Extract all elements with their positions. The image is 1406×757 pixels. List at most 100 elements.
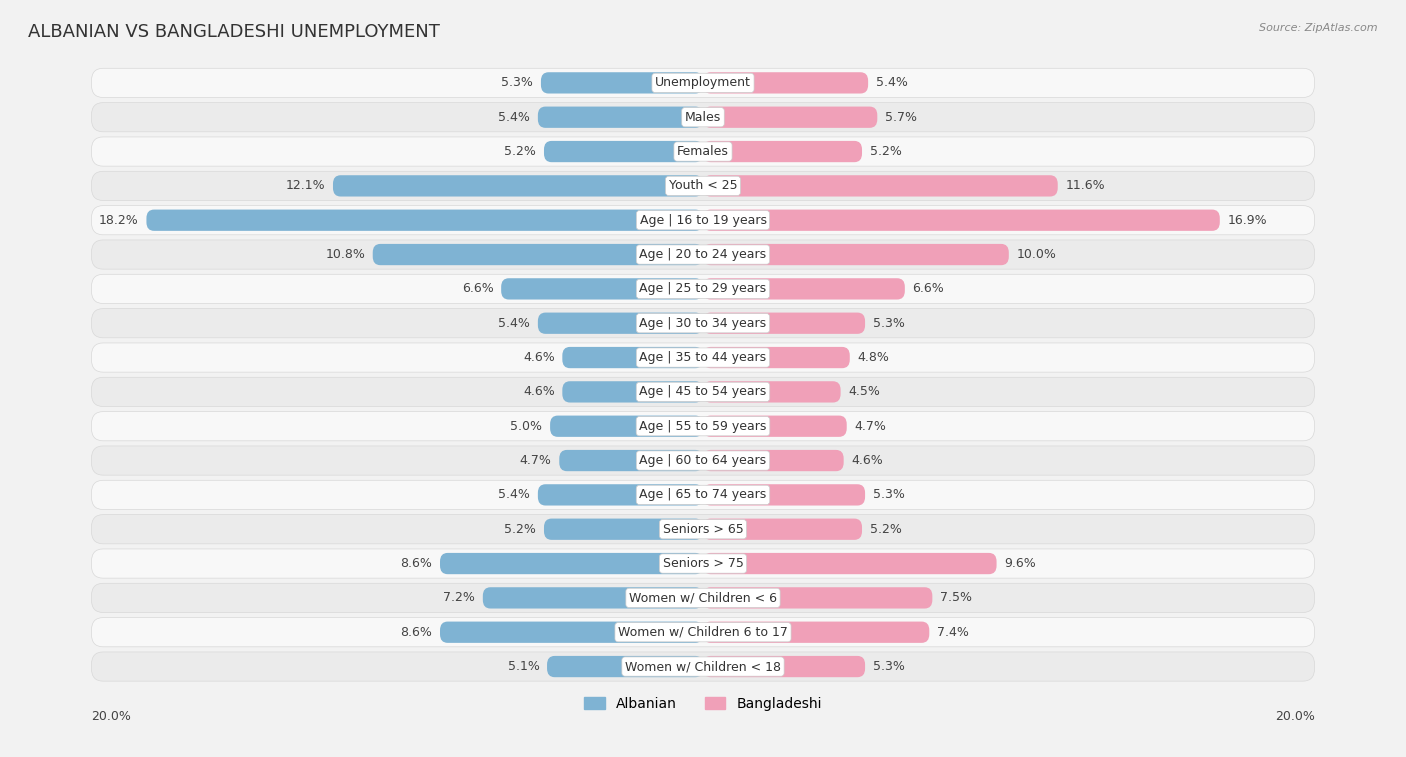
Text: 9.6%: 9.6% xyxy=(1004,557,1036,570)
Text: Males: Males xyxy=(685,111,721,123)
FancyBboxPatch shape xyxy=(703,553,997,575)
FancyBboxPatch shape xyxy=(91,480,1315,509)
FancyBboxPatch shape xyxy=(482,587,703,609)
FancyBboxPatch shape xyxy=(703,279,905,300)
FancyBboxPatch shape xyxy=(91,377,1315,407)
FancyBboxPatch shape xyxy=(703,656,865,678)
FancyBboxPatch shape xyxy=(91,171,1315,201)
FancyBboxPatch shape xyxy=(703,587,932,609)
FancyBboxPatch shape xyxy=(91,68,1315,98)
Text: Age | 25 to 29 years: Age | 25 to 29 years xyxy=(640,282,766,295)
FancyBboxPatch shape xyxy=(703,244,1010,265)
FancyBboxPatch shape xyxy=(703,416,846,437)
Legend: Albanian, Bangladeshi: Albanian, Bangladeshi xyxy=(578,691,828,716)
Text: Unemployment: Unemployment xyxy=(655,76,751,89)
Text: Age | 20 to 24 years: Age | 20 to 24 years xyxy=(640,248,766,261)
Text: 5.3%: 5.3% xyxy=(873,316,904,330)
Text: 5.2%: 5.2% xyxy=(505,145,536,158)
Text: 5.3%: 5.3% xyxy=(873,660,904,673)
FancyBboxPatch shape xyxy=(91,137,1315,166)
Text: 4.6%: 4.6% xyxy=(851,454,883,467)
FancyBboxPatch shape xyxy=(703,72,868,94)
Text: 5.4%: 5.4% xyxy=(498,316,530,330)
FancyBboxPatch shape xyxy=(703,107,877,128)
FancyBboxPatch shape xyxy=(440,621,703,643)
Text: 5.0%: 5.0% xyxy=(510,419,543,433)
Text: 6.6%: 6.6% xyxy=(461,282,494,295)
FancyBboxPatch shape xyxy=(440,553,703,575)
Text: Age | 60 to 64 years: Age | 60 to 64 years xyxy=(640,454,766,467)
Text: 20.0%: 20.0% xyxy=(91,710,131,723)
Text: 8.6%: 8.6% xyxy=(401,557,433,570)
Text: 5.2%: 5.2% xyxy=(870,523,901,536)
Text: Women w/ Children < 6: Women w/ Children < 6 xyxy=(628,591,778,604)
Text: 7.5%: 7.5% xyxy=(941,591,972,604)
Text: 5.2%: 5.2% xyxy=(505,523,536,536)
Text: 7.2%: 7.2% xyxy=(443,591,475,604)
FancyBboxPatch shape xyxy=(91,584,1315,612)
Text: 4.6%: 4.6% xyxy=(523,385,555,398)
Text: 5.4%: 5.4% xyxy=(498,488,530,501)
FancyBboxPatch shape xyxy=(547,656,703,678)
Text: Age | 16 to 19 years: Age | 16 to 19 years xyxy=(640,213,766,226)
Text: 5.4%: 5.4% xyxy=(498,111,530,123)
FancyBboxPatch shape xyxy=(91,412,1315,441)
FancyBboxPatch shape xyxy=(91,343,1315,372)
FancyBboxPatch shape xyxy=(538,107,703,128)
Text: 5.2%: 5.2% xyxy=(870,145,901,158)
FancyBboxPatch shape xyxy=(550,416,703,437)
Text: 10.0%: 10.0% xyxy=(1017,248,1056,261)
FancyBboxPatch shape xyxy=(91,652,1315,681)
Text: Seniors > 65: Seniors > 65 xyxy=(662,523,744,536)
Text: Age | 30 to 34 years: Age | 30 to 34 years xyxy=(640,316,766,330)
FancyBboxPatch shape xyxy=(501,279,703,300)
FancyBboxPatch shape xyxy=(333,175,703,197)
Text: Seniors > 75: Seniors > 75 xyxy=(662,557,744,570)
Text: 4.7%: 4.7% xyxy=(855,419,886,433)
Text: 5.3%: 5.3% xyxy=(502,76,533,89)
FancyBboxPatch shape xyxy=(544,141,703,162)
FancyBboxPatch shape xyxy=(91,309,1315,338)
FancyBboxPatch shape xyxy=(703,313,865,334)
FancyBboxPatch shape xyxy=(703,484,865,506)
Text: 8.6%: 8.6% xyxy=(401,626,433,639)
Text: 4.5%: 4.5% xyxy=(848,385,880,398)
Text: 18.2%: 18.2% xyxy=(98,213,139,226)
Text: 5.3%: 5.3% xyxy=(873,488,904,501)
Text: Youth < 25: Youth < 25 xyxy=(669,179,737,192)
Text: 20.0%: 20.0% xyxy=(1275,710,1315,723)
FancyBboxPatch shape xyxy=(703,450,844,471)
FancyBboxPatch shape xyxy=(703,175,1057,197)
FancyBboxPatch shape xyxy=(91,240,1315,269)
Text: 5.1%: 5.1% xyxy=(508,660,540,673)
FancyBboxPatch shape xyxy=(91,549,1315,578)
FancyBboxPatch shape xyxy=(91,515,1315,544)
Text: Women w/ Children < 18: Women w/ Children < 18 xyxy=(626,660,780,673)
Text: Women w/ Children 6 to 17: Women w/ Children 6 to 17 xyxy=(619,626,787,639)
FancyBboxPatch shape xyxy=(703,382,841,403)
FancyBboxPatch shape xyxy=(562,347,703,368)
FancyBboxPatch shape xyxy=(373,244,703,265)
FancyBboxPatch shape xyxy=(91,618,1315,646)
FancyBboxPatch shape xyxy=(703,519,862,540)
Text: 10.8%: 10.8% xyxy=(325,248,366,261)
FancyBboxPatch shape xyxy=(91,206,1315,235)
Text: Age | 35 to 44 years: Age | 35 to 44 years xyxy=(640,351,766,364)
FancyBboxPatch shape xyxy=(703,621,929,643)
Text: Source: ZipAtlas.com: Source: ZipAtlas.com xyxy=(1260,23,1378,33)
Text: 11.6%: 11.6% xyxy=(1066,179,1105,192)
Text: 5.4%: 5.4% xyxy=(876,76,908,89)
FancyBboxPatch shape xyxy=(91,103,1315,132)
FancyBboxPatch shape xyxy=(703,210,1220,231)
FancyBboxPatch shape xyxy=(91,446,1315,475)
Text: Age | 45 to 54 years: Age | 45 to 54 years xyxy=(640,385,766,398)
FancyBboxPatch shape xyxy=(541,72,703,94)
FancyBboxPatch shape xyxy=(538,313,703,334)
Text: 12.1%: 12.1% xyxy=(285,179,325,192)
Text: 5.7%: 5.7% xyxy=(884,111,917,123)
Text: 7.4%: 7.4% xyxy=(936,626,969,639)
FancyBboxPatch shape xyxy=(562,382,703,403)
Text: ALBANIAN VS BANGLADESHI UNEMPLOYMENT: ALBANIAN VS BANGLADESHI UNEMPLOYMENT xyxy=(28,23,440,41)
FancyBboxPatch shape xyxy=(703,141,862,162)
FancyBboxPatch shape xyxy=(703,347,849,368)
